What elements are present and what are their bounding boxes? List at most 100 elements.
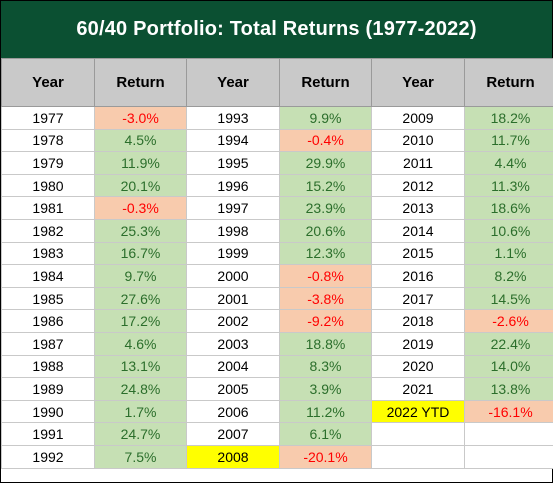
return-cell: -3.0% [94, 106, 187, 130]
return-cell: 11.3% [464, 173, 553, 198]
year-cell: 2021 [371, 377, 465, 401]
return-cell: 9.9% [279, 106, 372, 130]
return-cell: 22.4% [464, 331, 553, 356]
return-cell: 23.9% [279, 196, 372, 220]
table-row: 1983 16.7% 1999 12.3% 2015 1.1% [1, 241, 553, 266]
year-cell: 1996 [186, 173, 280, 198]
year-cell: 2017 [371, 286, 465, 311]
return-cell: 17.2% [94, 309, 187, 333]
year-cell: 2007 [186, 422, 280, 446]
return-cell: 4.6% [94, 331, 187, 356]
column-header-year: Year [371, 58, 465, 107]
year-cell: 1987 [1, 331, 95, 356]
year-cell: 1989 [1, 377, 95, 401]
year-cell: 1992 [1, 444, 95, 469]
year-cell: 1993 [186, 106, 280, 130]
year-cell: 2002 [186, 309, 280, 333]
year-cell: 2010 [371, 128, 465, 153]
table-row: 1991 24.7% 2007 6.1% [1, 422, 553, 446]
year-cell: 1981 [1, 196, 95, 220]
return-cell: 13.1% [94, 354, 187, 379]
year-cell: 1980 [1, 173, 95, 198]
return-cell: -0.8% [279, 264, 372, 288]
return-cell: 27.6% [94, 286, 187, 311]
return-cell: 1.1% [464, 241, 553, 266]
year-cell: 2011 [371, 151, 465, 175]
year-cell: 2018 [371, 309, 465, 333]
table-row: 1988 13.1% 2004 8.3% 2020 14.0% [1, 354, 553, 379]
empty-cell [464, 444, 553, 469]
year-cell: 1999 [186, 241, 280, 266]
column-header-year: Year [186, 58, 280, 107]
year-cell: 2000 [186, 264, 280, 288]
return-cell: 20.1% [94, 173, 187, 198]
table-row: 1985 27.6% 2001 -3.8% 2017 14.5% [1, 286, 553, 311]
column-header-return: Return [279, 58, 372, 107]
year-cell: 2012 [371, 173, 465, 198]
table-row: 1980 20.1% 1996 15.2% 2012 11.3% [1, 173, 553, 198]
year-cell: 2013 [371, 196, 465, 220]
return-cell: 4.5% [94, 128, 187, 153]
return-cell: 12.3% [279, 241, 372, 266]
year-cell: 1991 [1, 422, 95, 446]
year-cell: 2004 [186, 354, 280, 379]
chart-title: 60/40 Portfolio: Total Returns (1977-202… [1, 1, 552, 58]
return-cell: 4.4% [464, 151, 553, 175]
return-cell: 14.0% [464, 354, 553, 379]
year-cell: 2016 [371, 264, 465, 288]
return-cell: 6.1% [279, 422, 372, 446]
return-cell: -0.4% [279, 128, 372, 153]
return-cell: 25.3% [94, 218, 187, 243]
table-row: 1982 25.3% 1998 20.6% 2014 10.6% [1, 218, 553, 243]
return-cell: -9.2% [279, 309, 372, 333]
return-cell: 14.5% [464, 286, 553, 311]
year-cell: 1977 [1, 106, 95, 130]
year-cell: 2020 [371, 354, 465, 379]
return-cell: 24.7% [94, 422, 187, 446]
return-cell: 18.6% [464, 196, 553, 220]
return-cell: 9.7% [94, 264, 187, 288]
return-cell: 3.9% [279, 377, 372, 401]
year-cell: 1990 [1, 399, 95, 424]
return-cell: 18.2% [464, 106, 553, 130]
returns-table: Year Return Year Return Year Return 1977… [1, 58, 553, 469]
year-cell: 1994 [186, 128, 280, 153]
column-header-year: Year [1, 58, 95, 107]
table-row: 1992 7.5% 2008 -20.1% [1, 444, 553, 469]
year-cell: 1979 [1, 151, 95, 175]
return-cell: 24.8% [94, 377, 187, 401]
return-cell: 18.8% [279, 331, 372, 356]
year-cell: 2008 [186, 444, 280, 469]
return-cell: -3.8% [279, 286, 372, 311]
table-body: 1977 -3.0% 1993 9.9% 2009 18.2% 1978 4.5% 1994 -0… [1, 106, 553, 469]
year-cell: 2014 [371, 218, 465, 243]
year-cell: 2009 [371, 106, 465, 130]
return-cell: 11.9% [94, 151, 187, 175]
year-cell: 2019 [371, 331, 465, 356]
year-cell: 1983 [1, 241, 95, 266]
return-cell: 15.2% [279, 173, 372, 198]
year-cell: 2003 [186, 331, 280, 356]
return-cell: -16.1% [464, 399, 553, 424]
year-cell: 1985 [1, 286, 95, 311]
year-cell: 1982 [1, 218, 95, 243]
column-header-return: Return [94, 58, 187, 107]
return-cell: -0.3% [94, 196, 187, 220]
return-cell: 11.2% [279, 399, 372, 424]
empty-cell [371, 422, 465, 446]
empty-cell [464, 422, 553, 446]
return-cell: -2.6% [464, 309, 553, 333]
return-cell: 13.8% [464, 377, 553, 401]
return-cell: 8.3% [279, 354, 372, 379]
table-row: 1986 17.2% 2002 -9.2% 2018 -2.6% [1, 309, 553, 333]
year-cell: 1984 [1, 264, 95, 288]
return-cell: 20.6% [279, 218, 372, 243]
year-cell: 2006 [186, 399, 280, 424]
empty-cell [371, 444, 465, 469]
column-header-return: Return [464, 58, 553, 107]
return-cell: 7.5% [94, 444, 187, 469]
table-row: 1987 4.6% 2003 18.8% 2019 22.4% [1, 331, 553, 356]
year-cell: 1998 [186, 218, 280, 243]
return-cell: 16.7% [94, 241, 187, 266]
